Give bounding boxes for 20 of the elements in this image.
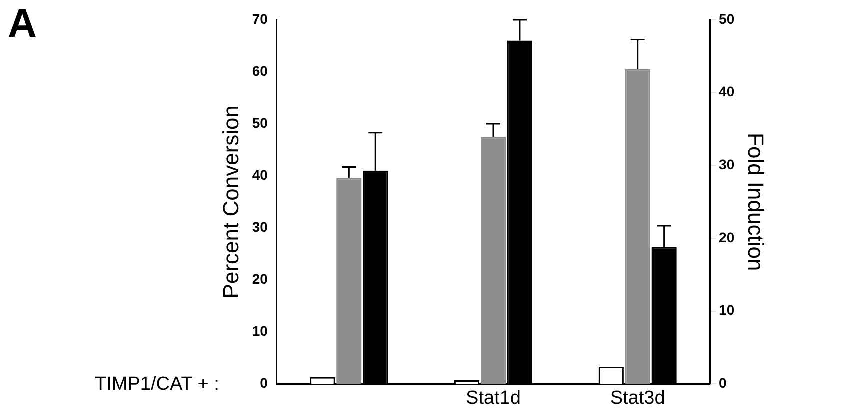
x-tick-label: Stat1d [466, 388, 521, 409]
y-tick-label: 40 [252, 166, 268, 183]
y2-tick-label: 10 [719, 302, 735, 318]
y2-tick-label: 20 [719, 229, 735, 246]
chart-title: A [8, 2, 37, 47]
y2-tick-label: 40 [719, 84, 735, 100]
y-tick-label: 0 [260, 375, 268, 392]
y2-axis-title: Fold Induction [744, 133, 769, 272]
x-tick-label: Stat3d [610, 388, 666, 409]
y-tick-label: 30 [252, 218, 268, 235]
y-axis-title: Percent Conversion [218, 105, 244, 299]
y2-tick-label: 50 [719, 10, 735, 27]
y-tick-label: 60 [252, 62, 268, 79]
y2-tick-label: 30 [719, 156, 735, 173]
y-tick-label: 10 [252, 323, 268, 340]
y-tick-label: 50 [252, 114, 268, 131]
y-tick-label: 20 [252, 271, 268, 287]
text: TIMP1/CAT + : [95, 374, 220, 396]
y-tick-label: 70 [252, 10, 268, 27]
y2-tick-label: 0 [719, 375, 728, 392]
